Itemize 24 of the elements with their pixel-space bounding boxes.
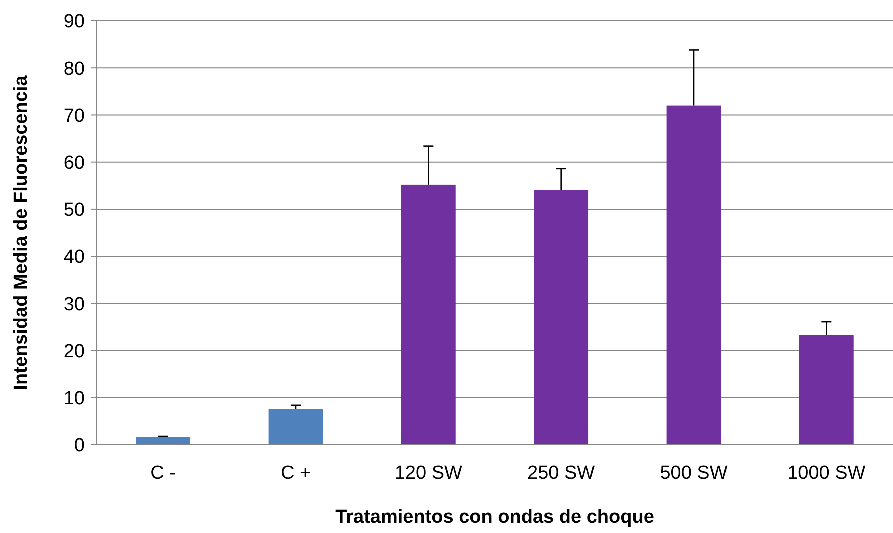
x-tick-label: 500 SW bbox=[660, 463, 728, 484]
y-tick-label: 20 bbox=[64, 341, 85, 362]
x-tick-label: 120 SW bbox=[394, 463, 463, 484]
y-tick-label: 0 bbox=[74, 436, 85, 457]
bar bbox=[799, 335, 854, 445]
bar bbox=[136, 437, 191, 445]
y-tick-label: 10 bbox=[64, 388, 85, 410]
bar bbox=[666, 106, 722, 445]
y-tick-label: 30 bbox=[64, 294, 85, 316]
bar bbox=[268, 409, 324, 445]
x-tick-label: 1000 SW bbox=[788, 463, 866, 484]
x-axis-title: Tratamientos con ondas de choque bbox=[336, 507, 654, 528]
y-tick-label: 50 bbox=[64, 200, 85, 222]
y-tick-label: 60 bbox=[64, 152, 85, 174]
y-tick-label: 90 bbox=[64, 12, 85, 33]
y-axis-title: Intensidad Media de Fluorescencia bbox=[11, 75, 32, 390]
y-tick-label: 70 bbox=[64, 106, 85, 127]
y-tick-label: 80 bbox=[64, 58, 85, 80]
x-tick-label: 250 SW bbox=[528, 463, 596, 484]
bar bbox=[534, 190, 589, 445]
x-tick-label: C + bbox=[280, 463, 312, 484]
y-tick-label: 40 bbox=[64, 247, 85, 268]
bar bbox=[401, 184, 456, 445]
x-tick-label: C - bbox=[150, 463, 176, 484]
